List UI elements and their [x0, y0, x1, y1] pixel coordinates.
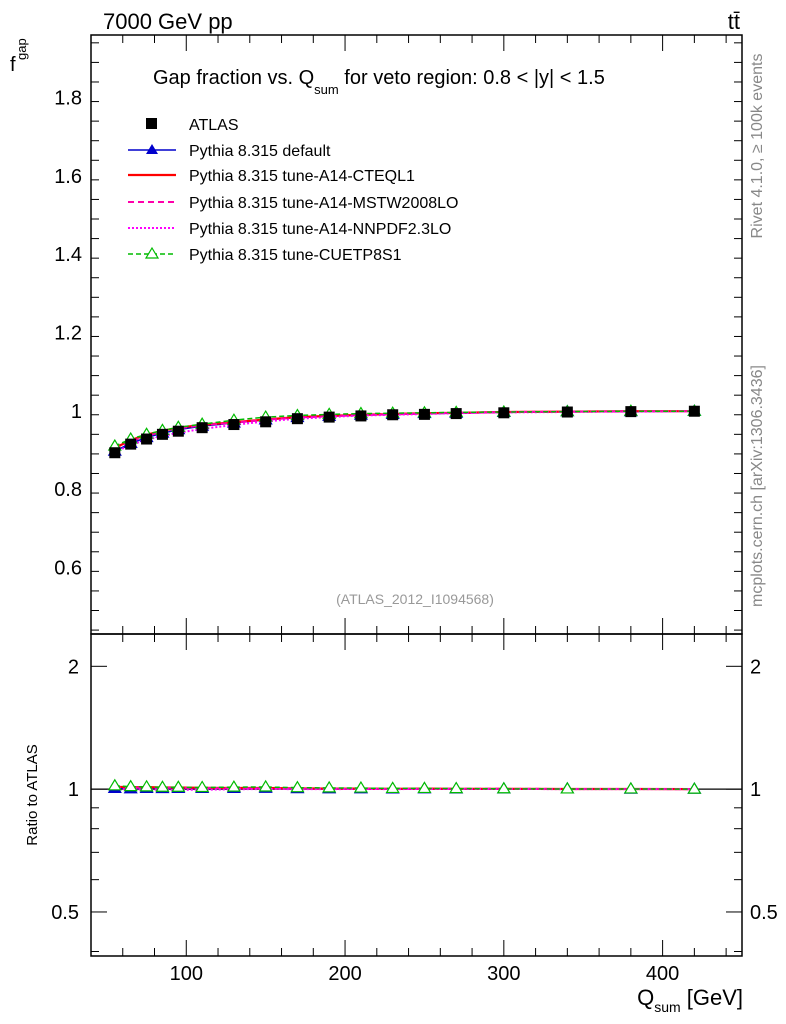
energy-label: 7000 GeV pp	[103, 9, 233, 34]
legend: ATLAS Pythia 8.315 default Pythia 8.315 …	[128, 117, 458, 264]
mcplots-label: mcplots.cern.ch [arXiv:1306.3436]	[749, 365, 766, 607]
series-line-4	[114, 410, 695, 447]
y-tick-label: 1	[71, 401, 82, 423]
series-marker-4	[449, 781, 464, 794]
x-tick-label: 300	[487, 963, 520, 985]
atlas-data-point	[196, 422, 208, 434]
legend-label-default: Pythia 8.315 default	[189, 143, 331, 160]
x-tick-label: 400	[646, 963, 679, 985]
chart-title: Gap fraction vs. Qsum for veto region: 0…	[153, 67, 605, 97]
legend-label-cuetp8s1: Pythia 8.315 tune-CUETP8S1	[189, 247, 402, 264]
atlas-data-point	[228, 419, 240, 431]
series-marker-4	[107, 778, 122, 791]
ratio-plot-frame	[90, 633, 743, 957]
series-marker-4	[290, 780, 305, 793]
series-marker-4	[258, 779, 273, 792]
ratio-y-tick-label: 0.5	[51, 902, 79, 924]
x-tick-label: 100	[170, 963, 203, 985]
atlas-data-point	[260, 416, 272, 428]
atlas-data-point	[125, 438, 137, 450]
y-tick-label: 1.8	[54, 88, 82, 110]
series-marker-4	[687, 781, 702, 794]
legend-marker-atlas	[146, 118, 157, 129]
y-axis-label-subscript: gap	[14, 38, 29, 60]
ratio-series-group	[91, 778, 742, 794]
atlas-data-point	[450, 408, 462, 420]
legend-marker-cuetp8s1	[144, 246, 160, 259]
atlas-data-point	[498, 407, 510, 419]
series-marker-4	[322, 780, 337, 793]
ratio-y-tick-label: 2	[68, 656, 79, 678]
legend-label-nnpdf: Pythia 8.315 tune-A14-NNPDF2.3LO	[189, 221, 451, 238]
y-tick-label: 1.2	[54, 323, 82, 345]
legend-label-atlas: ATLAS	[189, 117, 239, 134]
series-marker-4	[139, 779, 154, 792]
main-panel: 0.6 0.8 1 1.2 1.4 1.6 1.8 f gap Gap fraction v…	[10, 34, 743, 635]
series-marker-4	[171, 780, 186, 792]
y-tick-label: 0.8	[54, 479, 82, 501]
series-marker-4	[226, 779, 241, 792]
series-marker-4	[353, 780, 368, 793]
atlas-data-point	[291, 413, 303, 425]
atlas-data-point	[141, 433, 153, 445]
atlas-data-point	[172, 425, 184, 437]
atlas-data-point	[625, 406, 637, 418]
legend-label-mstw: Pythia 8.315 tune-A14-MSTW2008LO	[189, 195, 458, 212]
ratio-y-tick-label-right: 2	[750, 656, 761, 678]
x-tick-labels: 100 200 300 400	[170, 963, 680, 985]
atlas-data-points	[109, 405, 700, 459]
atlas-data-point	[561, 406, 573, 418]
x-tick-label: 200	[328, 963, 361, 985]
analysis-tag: (ATLAS_2012_I1094568)	[336, 591, 494, 607]
ratio-y-axis-label: Ratio to ATLAS	[24, 744, 41, 845]
ratio-panel: 0.5 0.5 1 1 2 2 Ratio to ATLAS	[24, 633, 778, 957]
ratio-y-tick-label-right: 1	[750, 779, 761, 801]
y-tick-label: 1.4	[54, 244, 82, 266]
atlas-data-point	[387, 409, 399, 421]
ratio-y-tick-labels: 0.5 0.5 1 1 2 2	[51, 656, 778, 924]
atlas-data-point	[688, 405, 700, 417]
legend-label-cteql1: Pythia 8.315 tune-A14-CTEQL1	[189, 168, 415, 185]
series-marker-4	[417, 781, 432, 794]
atlas-data-point	[109, 447, 121, 459]
ratio-axis-ticks	[91, 634, 742, 956]
series-marker-4	[195, 780, 210, 793]
series-marker-4	[385, 781, 400, 794]
series-marker-4	[496, 781, 511, 794]
x-axis-label: Qsum [GeV]	[637, 985, 743, 1015]
ratio-y-tick-label: 1	[68, 779, 79, 801]
process-label: tt̄	[728, 9, 740, 34]
series-marker-4	[623, 781, 638, 794]
series-marker-4	[560, 781, 575, 794]
atlas-data-point	[156, 428, 168, 440]
legend-marker-default	[146, 144, 158, 154]
main-y-tick-labels: 0.6 0.8 1 1.2 1.4 1.6 1.8	[54, 88, 82, 580]
ratio-y-tick-label-right: 0.5	[750, 902, 778, 924]
main-axis-ticks	[91, 35, 742, 634]
y-tick-label: 1.6	[54, 166, 82, 188]
atlas-data-point	[323, 411, 335, 423]
series-marker-4	[123, 779, 138, 792]
rivet-version-label: Rivet 4.1.0, ≥ 100k events	[749, 54, 766, 239]
series-marker-4	[155, 780, 170, 792]
y-tick-label: 0.6	[54, 557, 82, 579]
atlas-data-point	[355, 410, 367, 422]
atlas-data-point	[418, 408, 430, 420]
y-axis-label: f	[10, 54, 16, 76]
